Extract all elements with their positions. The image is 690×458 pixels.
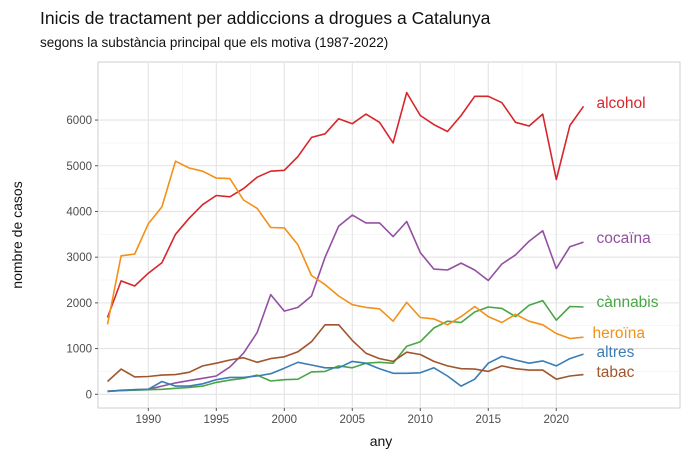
y-tick-label: 2000 xyxy=(66,298,92,310)
series-line-tabac xyxy=(106,323,584,383)
series-label-cocaïna: cocaïna xyxy=(596,230,651,247)
x-axis-label: any xyxy=(370,433,393,449)
series-label-tabac: tabac xyxy=(596,364,634,381)
series-label-altres: altres xyxy=(596,344,634,361)
series-line-alcohol xyxy=(106,91,585,318)
y-tick-label: 3000 xyxy=(66,252,92,264)
x-tick-label: 1990 xyxy=(136,414,162,426)
series-line-altres xyxy=(107,353,584,393)
x-tick-label: 2005 xyxy=(339,414,365,426)
series-line-heroïna xyxy=(106,160,584,340)
x-tick-label: 1995 xyxy=(204,414,230,426)
x-tick-label: 2010 xyxy=(407,414,433,426)
series-label-heroïna: heroïna xyxy=(592,325,645,342)
x-tick-label: 2015 xyxy=(475,414,501,426)
x-tick-label: 2020 xyxy=(543,414,569,426)
x-tick-label: 2000 xyxy=(271,414,297,426)
y-tick-label: 4000 xyxy=(66,206,92,218)
y-tick-label: 0 xyxy=(86,389,92,401)
y-tick-label: 1000 xyxy=(66,344,92,356)
y-tick-label: 5000 xyxy=(66,161,92,173)
y-tick-label: 6000 xyxy=(66,115,92,127)
series-label-cànnabis: cànnabis xyxy=(596,294,658,311)
series-label-alcohol: alcohol xyxy=(596,95,645,112)
series-line-cànnabis xyxy=(107,299,584,393)
chart-title: Inicis de tractament per addiccions a dr… xyxy=(40,8,491,28)
chart-subtitle: segons la substància principal que els m… xyxy=(40,35,389,50)
series-line-cocaïna xyxy=(107,214,584,392)
plot-panel xyxy=(97,61,681,409)
y-axis-label: nombre de casos xyxy=(9,181,25,288)
